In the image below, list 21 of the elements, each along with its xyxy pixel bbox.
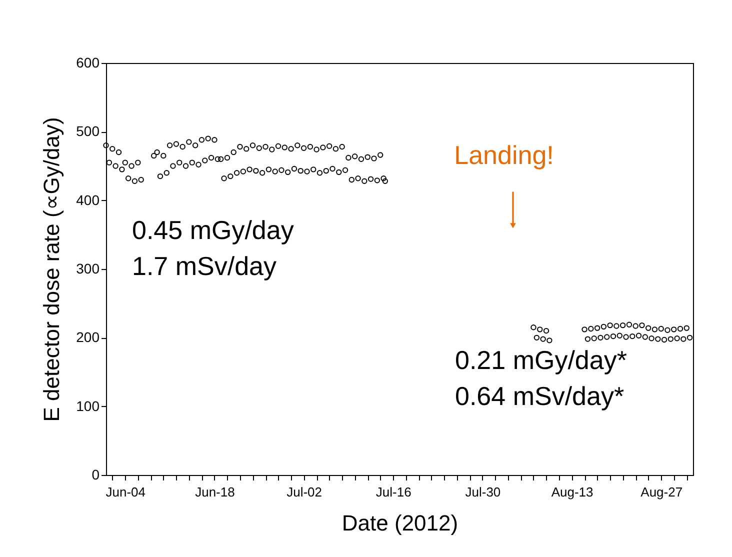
x-tick-label: Jun-04 [106,484,146,500]
x-tick-label: Jun-18 [195,484,235,500]
y-tick-label: 100 [76,398,100,414]
y-tick-label: 300 [76,260,100,276]
annotation: Landing! [454,140,554,170]
annotation: 0.64 mSv/day* [455,381,624,411]
x-tick-label: Jul-16 [376,484,412,500]
x-tick-label: Aug-27 [640,484,683,500]
x-tick-label: Aug-13 [551,484,594,500]
x-tick-label: Jul-30 [465,484,501,500]
annotation: 0.21 mGy/day* [455,345,627,375]
x-axis-title: Date (2012) [342,510,458,536]
y-tick-label: 0 [92,466,100,482]
annotation: 1.7 mSv/day [132,251,277,281]
annotation: 0.45 mGy/day [132,215,294,245]
y-tick-label: 600 [76,54,100,70]
y-axis-title: E detector dose rate (∝Gy/day) [39,117,64,422]
y-tick-label: 500 [76,123,100,140]
x-tick-label: Jul-02 [286,484,322,500]
y-tick-label: 200 [76,329,100,346]
y-tick-label: 400 [76,192,100,208]
